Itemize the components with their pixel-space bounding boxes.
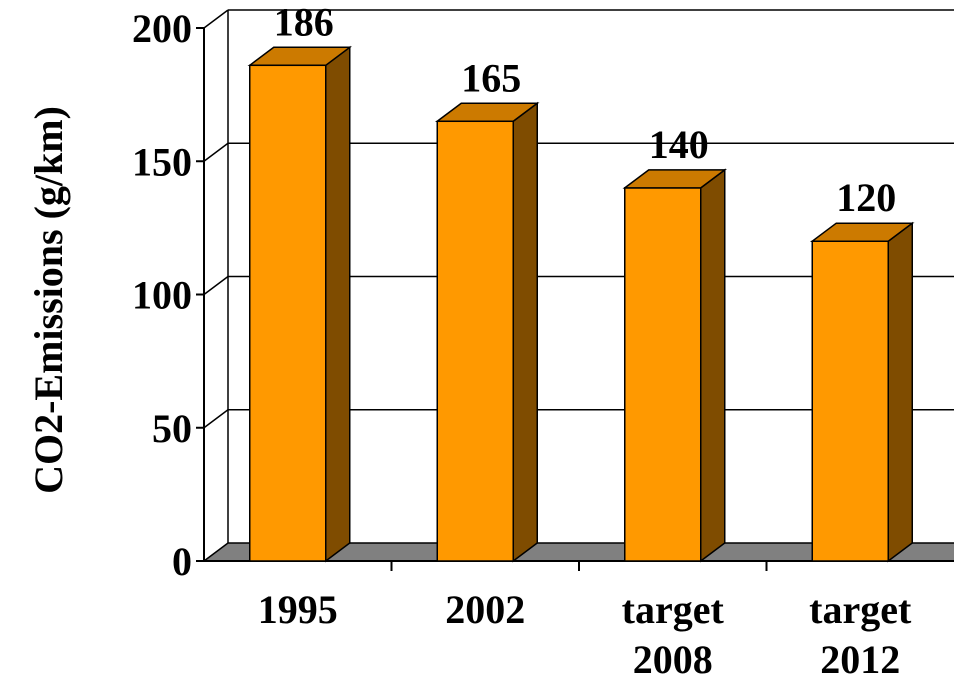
- x-category-label-line: target: [809, 587, 912, 632]
- gridline-connector: [203, 409, 229, 429]
- bar-side: [887, 221, 913, 563]
- bar-front: [624, 187, 702, 562]
- y-tick-label: 0: [172, 539, 192, 584]
- x-category-label: target 2008: [622, 587, 725, 682]
- bar-side: [512, 101, 538, 563]
- axes: [201, 10, 954, 571]
- x-category-label-line: 2008: [633, 637, 713, 682]
- bar-value-label: 186: [274, 0, 334, 44]
- bar-top: [247, 46, 353, 67]
- bar: [435, 101, 540, 563]
- x-category-label-line: 2012: [820, 637, 900, 682]
- y-axis-title: CO2-Emissions (g/km): [26, 106, 71, 494]
- bar-top: [810, 222, 915, 242]
- y-tick-label: 200: [132, 6, 192, 51]
- bar-front: [436, 120, 514, 562]
- bar-side: [700, 168, 726, 563]
- bar: [247, 45, 353, 563]
- bar-value-label: 165: [461, 55, 521, 100]
- bar: [810, 221, 915, 563]
- x-category-label: 1995: [258, 587, 338, 632]
- bar-front: [811, 240, 889, 562]
- bars: 186 165 140 120: [247, 0, 915, 563]
- gridline-connector: [203, 142, 229, 162]
- x-category-label: 2002: [445, 587, 525, 632]
- bar-front: [249, 64, 327, 562]
- bar-side: [325, 45, 351, 563]
- bar-top: [435, 102, 540, 123]
- gridline-connector: [203, 9, 229, 29]
- gridline-connector: [203, 275, 229, 296]
- y-tick-label: 150: [132, 139, 192, 184]
- bar-value-label: 120: [836, 175, 896, 220]
- bar-value-label: 140: [649, 122, 709, 167]
- y-axis-ticks: 0 50 100 150 200: [132, 6, 204, 584]
- x-category-label-line: 2002: [445, 587, 525, 632]
- x-category-label: target 2012: [809, 587, 912, 682]
- bar: [622, 168, 727, 563]
- y-tick-label: 100: [132, 273, 192, 318]
- x-category-label-line: 1995: [258, 587, 338, 632]
- x-category-label-line: target: [622, 587, 725, 632]
- bar-top: [622, 169, 727, 189]
- y-tick-label: 50: [152, 406, 192, 451]
- x-axis-labels: 1995 2002 target 2008 target 2012: [258, 587, 912, 682]
